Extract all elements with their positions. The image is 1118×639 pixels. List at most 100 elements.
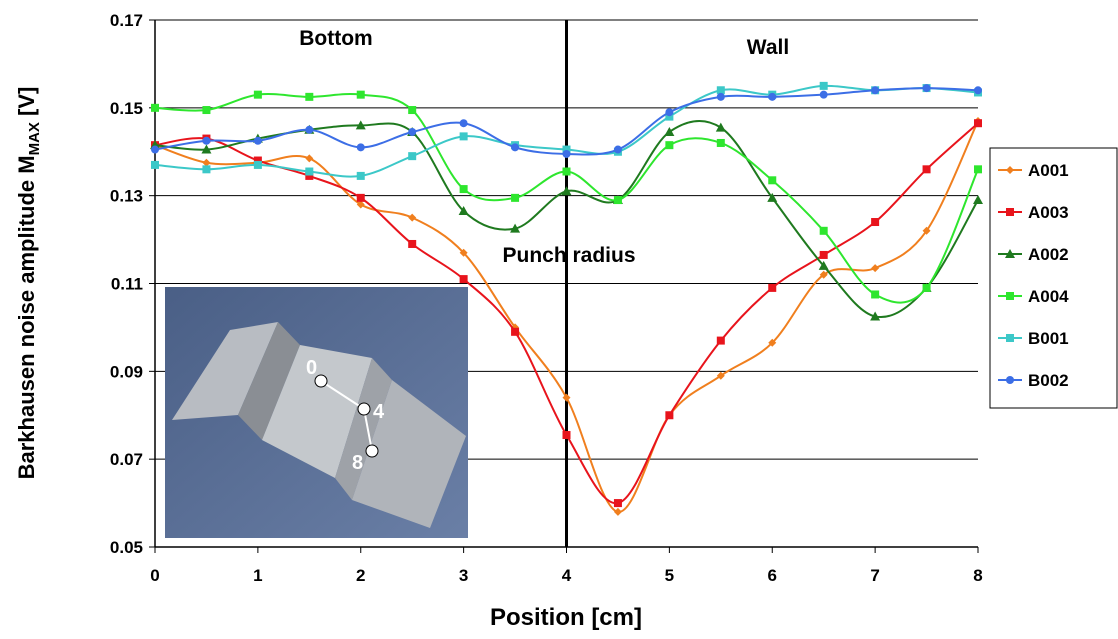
inset-label: 4 xyxy=(373,401,385,423)
x-tick-label: 7 xyxy=(870,566,879,585)
marker xyxy=(254,137,262,145)
marker xyxy=(820,227,828,235)
marker xyxy=(614,146,622,154)
marker xyxy=(717,93,725,101)
legend-marker xyxy=(1006,208,1014,216)
y-tick-label: 0.07 xyxy=(110,450,143,469)
marker xyxy=(460,275,468,283)
y-tick-label: 0.17 xyxy=(110,11,143,30)
y-axis-title-suffix: [V] xyxy=(14,87,39,122)
y-axis-title: Barkhausen noise amplitude MMAX [V] xyxy=(14,87,43,480)
inset-label: 0 xyxy=(306,357,317,379)
x-axis-title: Position [cm] xyxy=(490,604,642,631)
photo-inset: 0 4 8 xyxy=(165,287,468,538)
marker xyxy=(665,411,673,419)
marker xyxy=(305,126,313,134)
marker xyxy=(357,172,365,180)
x-tick-label: 0 xyxy=(150,566,159,585)
marker xyxy=(202,165,210,173)
marker xyxy=(460,119,468,127)
marker xyxy=(717,139,725,147)
marker xyxy=(202,106,210,114)
marker xyxy=(563,394,571,402)
marker xyxy=(511,194,519,202)
marker xyxy=(563,168,571,176)
marker xyxy=(614,196,622,204)
annotation: Wall xyxy=(747,36,789,59)
marker xyxy=(974,119,982,127)
legend-label: A002 xyxy=(1028,245,1069,264)
marker xyxy=(511,328,519,336)
chart: 0.05 0.07 0.09 0.11 0.13 0.15 0.17 0 1 2 3 4 5 6 7 8 0 … xyxy=(0,0,1118,639)
x-tick-label: 6 xyxy=(768,566,777,585)
marker xyxy=(408,128,416,136)
inset-label: 8 xyxy=(352,452,363,474)
x-tick-label: 1 xyxy=(253,566,262,585)
marker xyxy=(923,165,931,173)
marker xyxy=(923,84,931,92)
marker xyxy=(408,240,416,248)
marker xyxy=(923,284,931,292)
legend xyxy=(990,148,1117,408)
marker xyxy=(563,150,571,158)
marker xyxy=(254,91,262,99)
marker xyxy=(151,104,159,112)
annotation: Bottom xyxy=(299,27,372,50)
x-tick-label: 8 xyxy=(973,566,982,585)
legend-label: A004 xyxy=(1028,287,1069,306)
y-axis-title-sub: MAX xyxy=(26,122,43,155)
annotation: Punch radius xyxy=(502,244,635,267)
marker xyxy=(202,137,210,145)
marker xyxy=(357,194,365,202)
legend-marker xyxy=(1006,292,1014,300)
y-axis-title-main: Barkhausen noise amplitude M xyxy=(14,155,39,479)
y-tick-label: 0.11 xyxy=(111,275,143,294)
x-tick-label: 5 xyxy=(665,566,674,585)
marker xyxy=(305,93,313,101)
marker xyxy=(871,218,879,226)
legend-label: B001 xyxy=(1028,329,1069,348)
marker xyxy=(973,195,983,204)
x-tick-label: 3 xyxy=(459,566,468,585)
marker xyxy=(820,91,828,99)
marker xyxy=(974,165,982,173)
marker xyxy=(871,86,879,94)
marker xyxy=(664,127,674,136)
marker xyxy=(408,152,416,160)
photo-point xyxy=(366,445,378,457)
y-tick-label: 0.15 xyxy=(110,99,143,118)
y-tick-label: 0.13 xyxy=(110,187,143,206)
legend-marker xyxy=(1006,334,1014,342)
marker xyxy=(768,93,776,101)
y-tick-label: 0.09 xyxy=(110,362,143,381)
marker xyxy=(305,168,313,176)
marker xyxy=(820,82,828,90)
photo-point xyxy=(358,403,370,415)
marker xyxy=(768,176,776,184)
legend-label: A003 xyxy=(1028,203,1069,222)
marker xyxy=(665,108,673,116)
marker xyxy=(151,146,159,154)
marker xyxy=(614,499,622,507)
marker xyxy=(871,290,879,298)
marker xyxy=(305,154,313,162)
marker xyxy=(511,143,519,151)
marker xyxy=(357,143,365,151)
legend-label: A001 xyxy=(1028,161,1069,180)
marker xyxy=(563,431,571,439)
marker xyxy=(716,123,726,132)
marker xyxy=(460,132,468,140)
marker xyxy=(974,86,982,94)
marker xyxy=(717,337,725,345)
marker xyxy=(408,106,416,114)
y-tick-label: 0.05 xyxy=(110,538,143,557)
marker xyxy=(254,161,262,169)
x-tick-label: 4 xyxy=(562,566,572,585)
marker xyxy=(820,251,828,259)
x-tick-label: 2 xyxy=(356,566,365,585)
legend-marker xyxy=(1006,376,1014,384)
legend-label: B002 xyxy=(1028,371,1069,390)
marker xyxy=(408,214,416,222)
marker xyxy=(151,161,159,169)
marker xyxy=(665,141,673,149)
